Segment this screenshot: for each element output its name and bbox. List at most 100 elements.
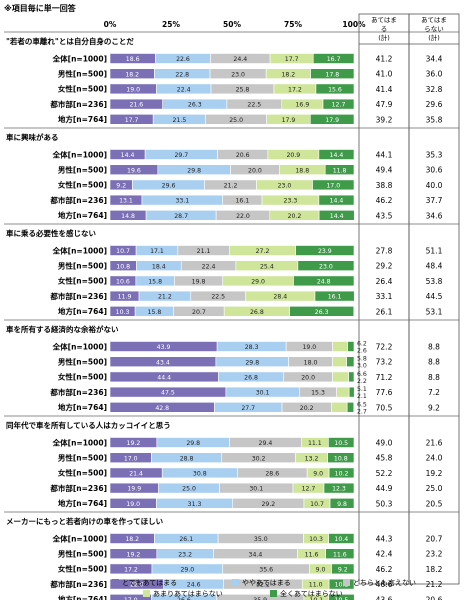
row-label: 男性[n=500] — [58, 549, 107, 559]
agree-total: 27.8 — [376, 247, 393, 256]
legend-item: ややあてはまる — [232, 579, 291, 587]
data-label: 10.1 — [309, 597, 323, 600]
disagree-total: 20.6 — [426, 595, 443, 600]
data-label: 22.5 — [247, 102, 261, 109]
row-label: 女性[n=500] — [58, 276, 107, 286]
bar-segment — [312, 179, 355, 191]
data-label: 5.8 — [357, 356, 367, 363]
data-label: 26.6 — [177, 597, 191, 600]
data-label: 18.4 — [152, 263, 166, 270]
data-label: 11.0 — [309, 582, 323, 589]
data-label: 42.8 — [155, 405, 169, 412]
data-label: 22.0 — [236, 213, 250, 220]
legend-swatch — [232, 579, 239, 586]
row-label: 全体[n=1000] — [52, 53, 107, 63]
data-label: 2.2 — [357, 378, 367, 385]
disagree-total: 24.0 — [426, 454, 443, 463]
bar-segment — [318, 149, 355, 160]
data-label: 18.2 — [281, 71, 295, 78]
bar-segment — [297, 260, 355, 272]
data-label: 19.0 — [126, 87, 140, 94]
disagree-total: 21.6 — [426, 439, 443, 448]
agree-total: 50.3 — [376, 499, 393, 508]
data-label: 19.2 — [127, 440, 141, 447]
bar-segment — [310, 68, 355, 79]
bar-segment — [325, 548, 355, 560]
data-label: 25.0 — [229, 117, 243, 124]
bar-segment — [332, 356, 347, 368]
row-label: 地方[n=764] — [58, 402, 107, 412]
bar-segment — [310, 114, 355, 125]
data-label: 14.4 — [121, 152, 135, 159]
data-label: 10.5 — [334, 440, 348, 447]
data-label: 10.3 — [309, 536, 323, 543]
agree-total: 77.6 — [376, 388, 393, 397]
data-label: 20.2 — [288, 213, 302, 220]
data-label: 16.1 — [235, 198, 249, 205]
data-label: 10.5 — [335, 597, 349, 600]
data-label: 26.8 — [250, 309, 264, 316]
data-label: 17.1 — [150, 248, 164, 255]
data-label: 20.0 — [301, 375, 315, 382]
agree-total: 45.8 — [376, 454, 393, 463]
bar-segment — [327, 452, 355, 464]
bar-segment — [332, 341, 348, 352]
axis-tick-label: 25% — [162, 20, 180, 29]
data-label: 16.7 — [327, 56, 341, 63]
data-label: 31.3 — [188, 501, 202, 508]
row-label: 都市部[n=236] — [49, 579, 107, 589]
data-label: 44.4 — [157, 375, 171, 382]
agree-total: 43.5 — [376, 211, 393, 220]
axis-tick-label: 0% — [104, 20, 117, 29]
data-label: 34.4 — [249, 551, 263, 558]
legend-swatch — [112, 579, 119, 586]
data-label: 11.1 — [308, 440, 322, 447]
data-label: 22.0 — [130, 582, 144, 589]
data-label: 29.4 — [259, 440, 273, 447]
row-label: 女性[n=500] — [58, 84, 107, 94]
legend-item: とてもあてはまる — [112, 579, 177, 587]
data-label: 12.3 — [332, 486, 346, 493]
data-label: 12.7 — [332, 102, 346, 109]
row-label: 地方[n=764] — [58, 306, 107, 316]
disagree-total: 36.0 — [426, 70, 443, 79]
bar-segment — [328, 593, 355, 600]
bar-segment — [346, 356, 355, 368]
row-label: 全体[n=1000] — [52, 437, 107, 447]
disagree-total: 53.8 — [426, 277, 443, 286]
agree-total: 41.4 — [376, 85, 393, 94]
section-title: メーカーにもっと若者向けの車を作ってほしい — [6, 516, 164, 526]
data-label: 14.8 — [121, 213, 135, 220]
data-label: 30.8 — [193, 471, 207, 478]
data-label: 10.7 — [310, 501, 324, 508]
agree-total: 44.9 — [376, 484, 393, 493]
legend-label: 全くあてはまらない — [280, 589, 343, 598]
data-label: 11.6 — [333, 551, 347, 558]
agree-total: 26.4 — [376, 277, 393, 286]
agree-total: 41.2 — [376, 55, 393, 64]
data-label: 29.8 — [187, 167, 201, 174]
data-label: 35.9 — [253, 597, 267, 600]
data-label: 6.5 — [357, 401, 367, 408]
data-label: 25.0 — [182, 486, 196, 493]
data-label: 28.8 — [180, 455, 194, 462]
data-label: 9.0 — [316, 567, 326, 574]
data-label: 9.2 — [338, 567, 348, 574]
data-label: 13.2 — [305, 455, 319, 462]
data-label: 26.3 — [315, 309, 329, 316]
data-label: 23.0 — [231, 71, 245, 78]
agree-total: 33.1 — [376, 292, 393, 301]
disagree-total: 20.7 — [426, 535, 443, 544]
data-label: 28.4 — [273, 294, 287, 301]
row-label: 地方[n=764] — [58, 498, 107, 508]
legend-item: どちらとも言えない — [343, 578, 416, 587]
data-label: 28.6 — [265, 471, 279, 478]
agree-total: 38.8 — [376, 181, 393, 190]
data-label: 15.8 — [148, 279, 162, 286]
row-label: 都市部[n=236] — [49, 99, 107, 109]
data-label: 22.5 — [211, 294, 225, 301]
agree-total: 43.6 — [376, 595, 393, 600]
disagree-total: 20.5 — [426, 499, 443, 508]
